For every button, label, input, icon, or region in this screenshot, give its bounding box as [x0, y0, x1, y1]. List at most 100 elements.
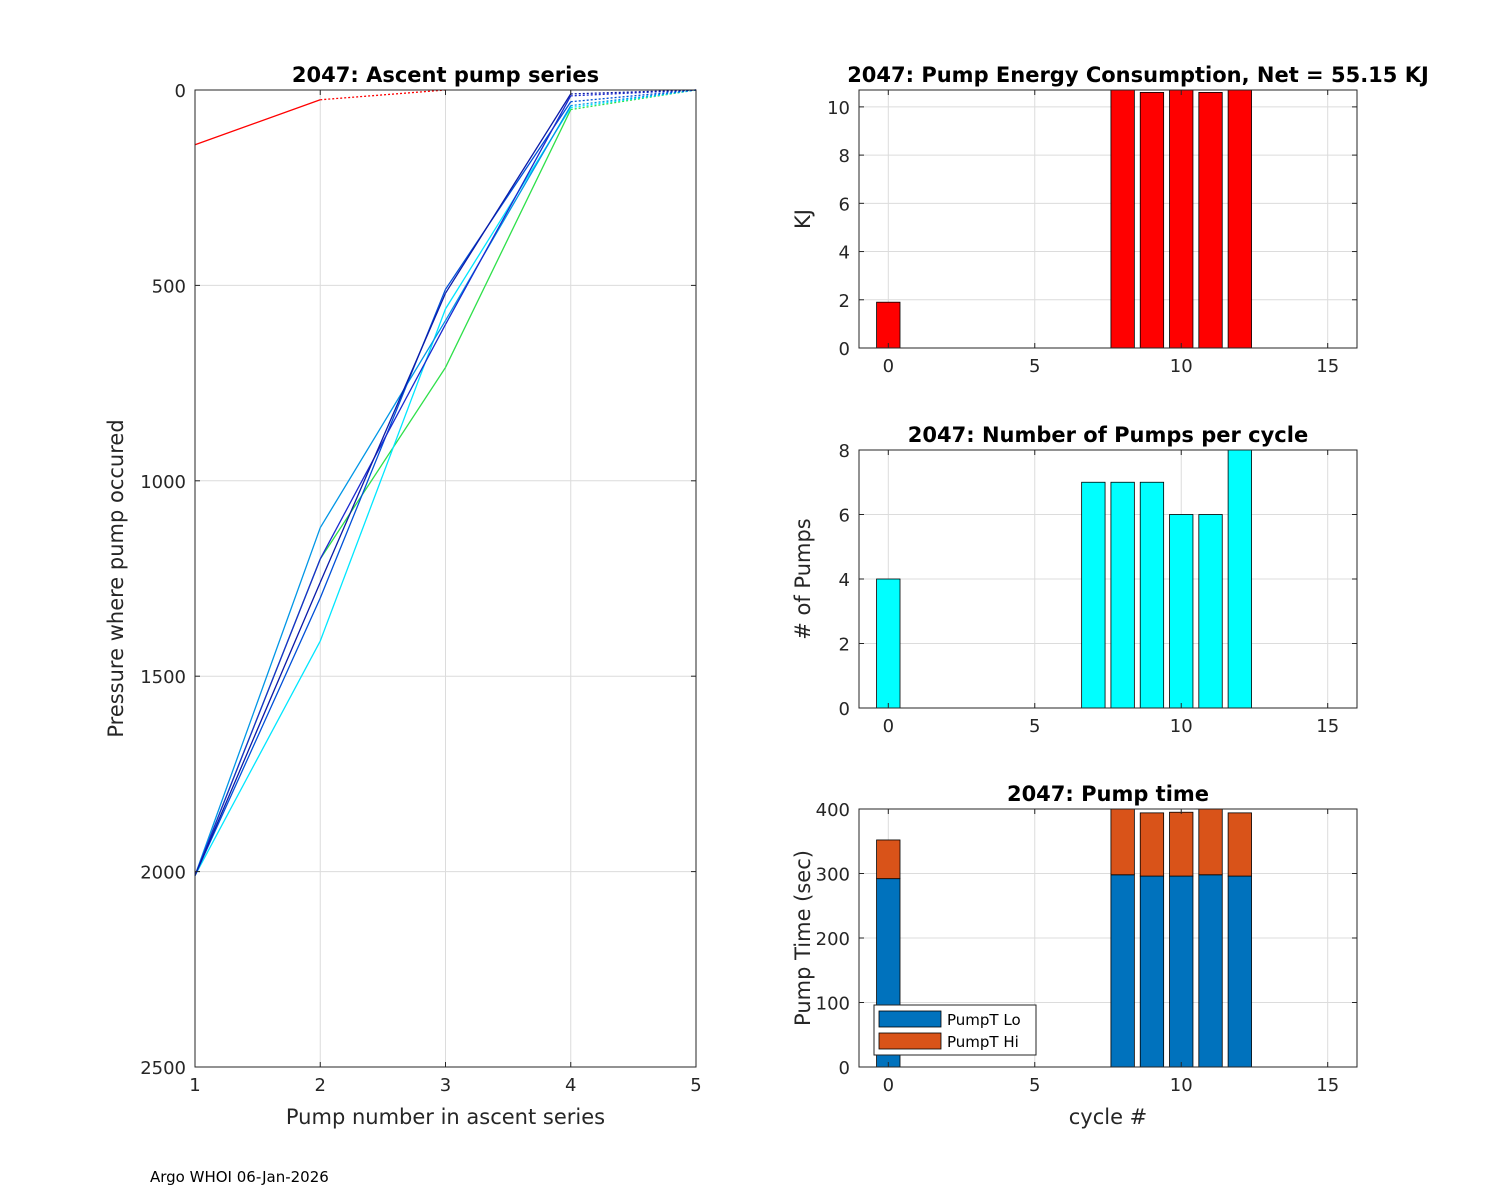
energy-y-axis-label: KJ [791, 209, 815, 229]
pumptime-bar-pumpt-lo [1198, 874, 1223, 1068]
pumptime-bar-pumpt-hi [876, 839, 901, 880]
numpumps-bar [1110, 481, 1135, 709]
ascent-line-segment [194, 527, 321, 876]
numpumps-bar [1198, 514, 1223, 709]
pumptime-y-tick-label: 400 [816, 800, 850, 821]
numpumps-bar [1139, 481, 1165, 709]
pumptime-x-tick-label: 15 [1316, 1075, 1339, 1096]
pumptime-legend-swatch-0 [878, 1010, 942, 1028]
energy-x-tick-label: 15 [1316, 356, 1339, 377]
numpumps-bar [876, 578, 901, 709]
pumptime-legend-swatch-1 [878, 1032, 942, 1050]
energy-title: 2047: Pump Energy Consumption, Net = 55.… [847, 63, 1429, 87]
energy-bar [1139, 92, 1165, 349]
ascent-x-tick-label: 1 [189, 1075, 200, 1096]
energy-x-tick-label: 0 [883, 356, 894, 377]
ascent-y-tick-label: 1000 [140, 472, 186, 493]
pumptime-legend-label-0: PumpT Lo [947, 1011, 1021, 1029]
energy-y-tick-label: 10 [827, 98, 850, 119]
pumptime-bar-pumpt-lo [1227, 875, 1252, 1068]
pumptime-bar-pumpt-hi [1198, 808, 1223, 876]
pumptime-x-tick-label: 0 [883, 1075, 894, 1096]
pumptime-y-axis-label: Pump Time (sec) [791, 850, 815, 1026]
ascent-line-segment [444, 105, 572, 321]
numpumps-x-tick-label: 0 [883, 716, 894, 737]
energy-axes-frame [858, 89, 1358, 349]
ascent-line-segment [194, 558, 321, 876]
ascent-y-tick-label: 2000 [140, 863, 186, 884]
energy-x-tick-label: 5 [1029, 356, 1040, 377]
energy-bar [1169, 89, 1194, 349]
energy-plot-area [859, 90, 1357, 348]
pumptime-bar-pumpt-hi [1227, 812, 1252, 877]
pumptime-bar-pumpt-hi [1139, 812, 1165, 877]
pumptime-legend-label-1: PumpT Hi [947, 1033, 1019, 1051]
numpumps-x-tick-label: 15 [1316, 716, 1339, 737]
energy-x-tick-label: 10 [1170, 356, 1193, 377]
numpumps-y-tick-label: 8 [839, 441, 850, 462]
numpumps-y-axis-label: # of Pumps [791, 518, 815, 640]
pumptime-bar-pumpt-lo [1169, 875, 1194, 1068]
energy-y-tick-label: 2 [839, 291, 850, 312]
ascent-x-tick-label: 4 [565, 1075, 576, 1096]
energy-y-tick-label: 8 [839, 146, 850, 167]
ascent-line-segment [194, 99, 321, 146]
pumptime-bar-pumpt-hi [1110, 808, 1135, 876]
ascent-y-tick-label: 0 [175, 81, 186, 102]
ascent-line-segment [319, 292, 447, 583]
pumptime-bar-pumpt-hi [1169, 811, 1194, 877]
ascent-title: 2047: Ascent pump series [292, 63, 599, 87]
ascent-line-segment [319, 324, 447, 560]
ascent-x-tick-label: 2 [315, 1075, 326, 1096]
numpumps-y-tick-label: 2 [839, 635, 850, 656]
energy-y-tick-label: 0 [839, 339, 850, 360]
pumptime-x-axis-label: cycle # [1069, 1105, 1148, 1129]
numpumps-bar [1081, 481, 1106, 709]
ascent-x-tick-label: 3 [440, 1075, 451, 1096]
pumptime-y-tick-label: 300 [816, 865, 850, 886]
ascent-y-tick-label: 500 [152, 276, 186, 297]
pumptime-bar-pumpt-lo [1139, 875, 1165, 1068]
ascent-y-tick-label: 2500 [140, 1058, 186, 1079]
pumptime-x-tick-label: 5 [1029, 1075, 1040, 1096]
ascent-series-5 [194, 89, 697, 876]
numpumps-bar [1227, 449, 1252, 709]
pumptime-y-tick-label: 200 [816, 929, 850, 950]
numpumps-y-tick-label: 0 [839, 699, 850, 720]
ascent-line-segment [320, 89, 446, 101]
footer-text: Argo WHOI 06-Jan-2026 [150, 1168, 329, 1186]
ascent-x-axis-label: Pump number in ascent series [286, 1105, 605, 1129]
ascent-line-segment [194, 582, 321, 876]
pumptime-x-tick-label: 10 [1170, 1075, 1193, 1096]
pumptime-bar-pumpt-lo [1110, 874, 1135, 1068]
numpumps-x-tick-label: 5 [1029, 716, 1040, 737]
numpumps-title: 2047: Number of Pumps per cycle [908, 423, 1308, 447]
ascent-y-axis-label: Pressure where pump occured [104, 419, 128, 737]
pumptime-y-tick-label: 100 [816, 994, 850, 1015]
numpumps-y-tick-label: 4 [839, 570, 850, 591]
energy-bar [876, 301, 901, 349]
ascent-line-segment [444, 93, 572, 294]
pumptime-y-tick-label: 0 [839, 1058, 850, 1079]
energy-bar [1110, 89, 1135, 349]
ascent-line-segment [570, 89, 697, 95]
numpumps-y-tick-label: 6 [839, 506, 850, 527]
ascent-x-tick-label: 5 [690, 1075, 701, 1096]
energy-bar [1227, 89, 1252, 349]
ascent-series-0 [194, 89, 446, 146]
ascent-line-segment [319, 320, 447, 529]
ascent-line-segment [444, 95, 572, 325]
pumptime-title: 2047: Pump time [1007, 782, 1209, 806]
ascent-line-segment [444, 109, 572, 368]
energy-y-tick-label: 4 [839, 243, 850, 264]
ascent-line-segment [570, 89, 697, 103]
energy-bar [1198, 92, 1223, 349]
ascent-line-segment [319, 367, 447, 560]
ascent-y-tick-label: 1500 [140, 667, 186, 688]
energy-y-tick-label: 6 [839, 194, 850, 215]
ascent-line-segment [194, 597, 321, 876]
ascent-line-segment [194, 640, 321, 876]
ascent-series-6 [194, 89, 697, 876]
numpumps-x-tick-label: 10 [1170, 716, 1193, 737]
